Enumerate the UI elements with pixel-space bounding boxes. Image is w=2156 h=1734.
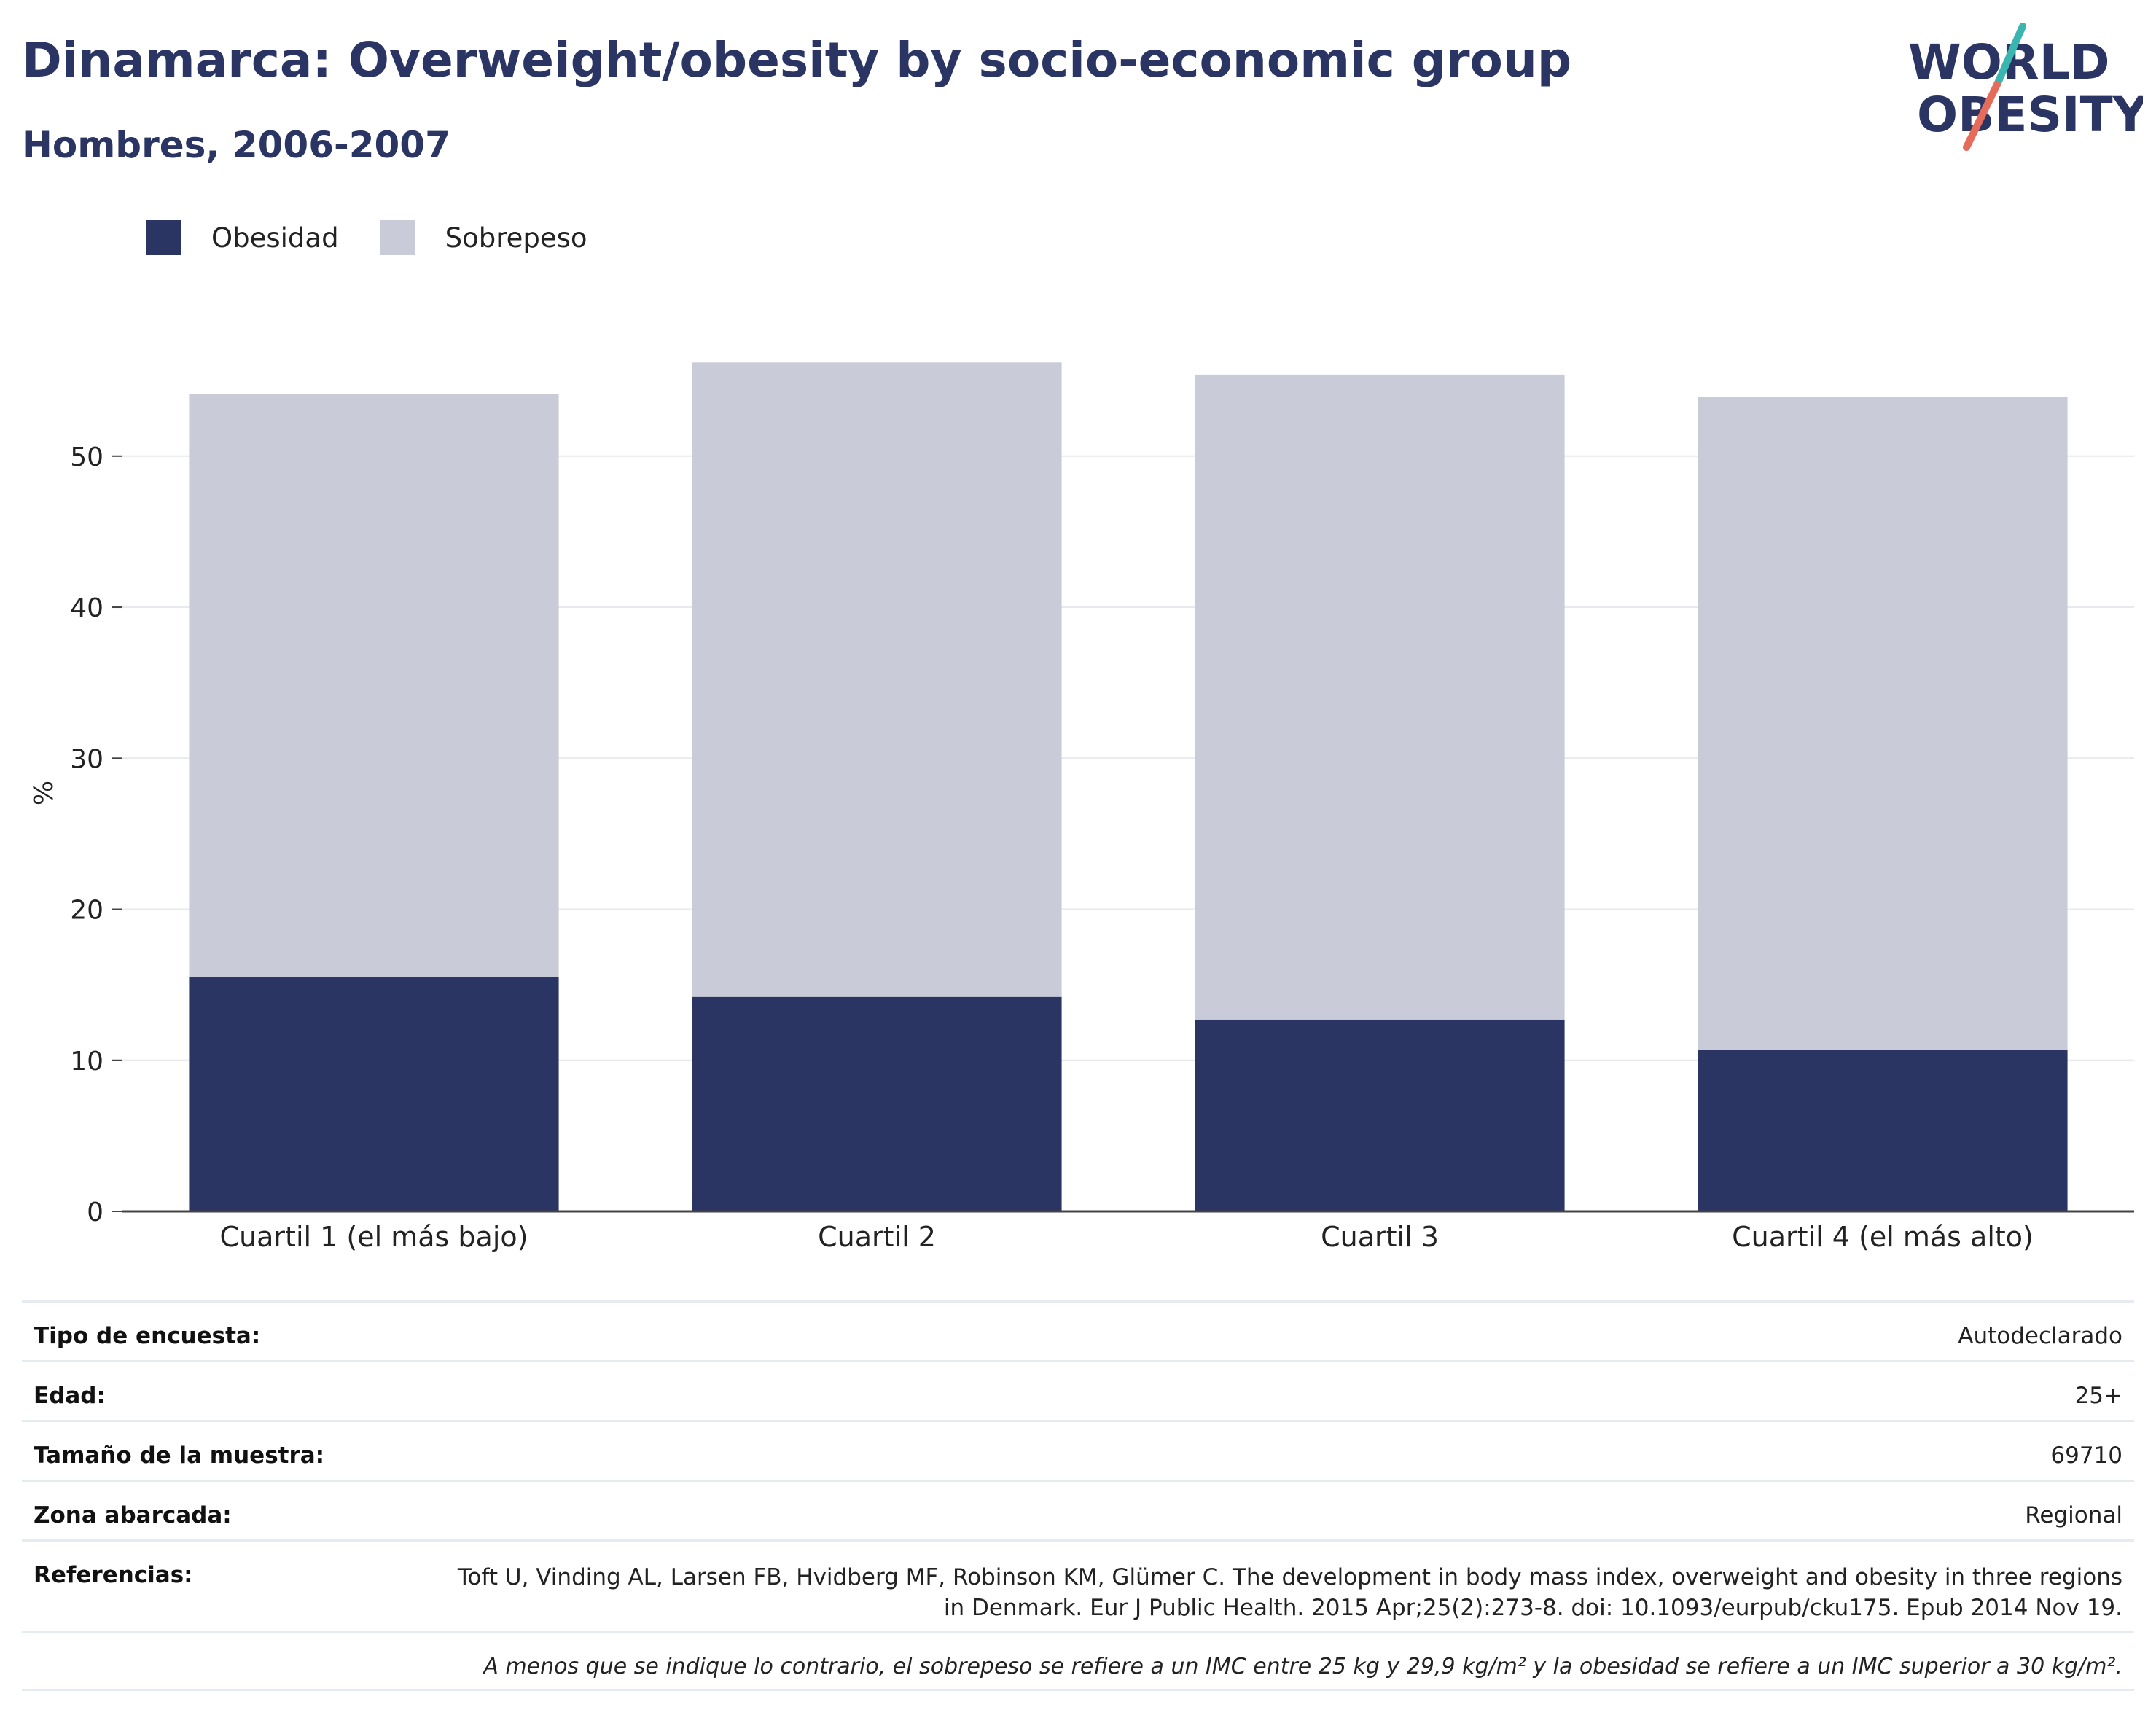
chart-subtitle: Hombres, 2006-2007: [22, 124, 450, 166]
definition-note: A menos que se indique lo contrario, el …: [483, 1654, 2122, 1679]
info-value-area: Regional: [2025, 1502, 2122, 1528]
bar-obesidad-2[interactable]: [692, 996, 1062, 1211]
x-tick-label: Cuartil 3: [1321, 1221, 1439, 1253]
info-label-area: Zona abarcada:: [34, 1502, 232, 1528]
info-label-sample-size: Tamaño de la muestra:: [34, 1442, 325, 1469]
y-tick-label: 10: [70, 1047, 103, 1077]
logo-slash-teal: [1993, 23, 2026, 88]
info-row-survey-type: Tipo de encuesta: Autodeclarado: [22, 1300, 2134, 1360]
y-axis-label: %: [29, 781, 59, 805]
y-tick-label: 30: [70, 744, 103, 774]
x-axis-ticks: Cuartil 1 (el más bajo) Cuartil 2 Cuartil …: [220, 1221, 2034, 1253]
info-row-sample-size: Tamaño de la muestra: 69710: [22, 1420, 2134, 1480]
info-row-area: Zona abarcada: Regional: [22, 1480, 2134, 1539]
info-value-survey-type: Autodeclarado: [1958, 1323, 2122, 1349]
bar-obesidad-4[interactable]: [1698, 1050, 2068, 1211]
info-row-age: Edad: 25+: [22, 1360, 2134, 1420]
legend-label-sobrepeso: Sobrepeso: [445, 222, 587, 254]
info-value-references[interactable]: Toft U, Vinding AL, Larsen FB, Hvidberg …: [457, 1564, 2122, 1621]
y-axis-ticks: 0 10 20 30 40 50: [70, 442, 122, 1227]
legend-swatch-sobrepeso: [379, 220, 415, 255]
info-label-references: Referencias:: [34, 1562, 193, 1588]
bar-sobrepeso-4[interactable]: [1698, 397, 2068, 1050]
legend-item-obesidad[interactable]: Obesidad: [146, 220, 339, 255]
legend-label-obesidad: Obesidad: [211, 222, 339, 254]
bar-obesidad-3[interactable]: [1195, 1019, 1565, 1211]
bar-obesidad-1[interactable]: [189, 977, 559, 1211]
info-row-references: Referencias: Toft U, Vinding AL, Larsen …: [22, 1539, 2134, 1631]
x-tick-label: Cuartil 4 (el más alto): [1732, 1221, 2034, 1253]
y-tick-label: 20: [70, 896, 103, 926]
chart-legend: Obesidad Sobrepeso: [146, 216, 628, 259]
bars: [189, 362, 2068, 1211]
logo-slash-coral: [1963, 81, 2001, 151]
info-row-note: A menos que se indique lo contrario, el …: [22, 1631, 2134, 1691]
info-value-sample-size: 69710: [2050, 1442, 2122, 1469]
chart-title: Dinamarca: Overweight/obesity by socio-e…: [22, 32, 1572, 88]
info-label-survey-type: Tipo de encuesta:: [34, 1323, 261, 1349]
info-value-age: 25+: [2074, 1383, 2122, 1409]
y-tick-label: 40: [70, 593, 103, 623]
logo-text-obesity: OBESITY: [1917, 87, 2143, 143]
bar-sobrepeso-3[interactable]: [1195, 374, 1565, 1020]
bar-sobrepeso-2[interactable]: [692, 362, 1062, 997]
world-obesity-logo: WORLD OBESITY: [1908, 23, 2143, 151]
survey-info-table: Tipo de encuesta: Autodeclarado Edad: 25…: [22, 1300, 2134, 1691]
x-tick-label: Cuartil 2: [818, 1221, 936, 1253]
legend-item-sobrepeso[interactable]: Sobrepeso: [379, 220, 587, 255]
bar-sobrepeso-1[interactable]: [189, 394, 559, 977]
legend-swatch-obesidad: [146, 220, 181, 255]
x-tick-label: Cuartil 1 (el más bajo): [220, 1221, 528, 1253]
y-tick-label: 50: [70, 442, 103, 472]
y-tick-label: 0: [87, 1198, 103, 1227]
info-label-age: Edad:: [34, 1383, 106, 1409]
